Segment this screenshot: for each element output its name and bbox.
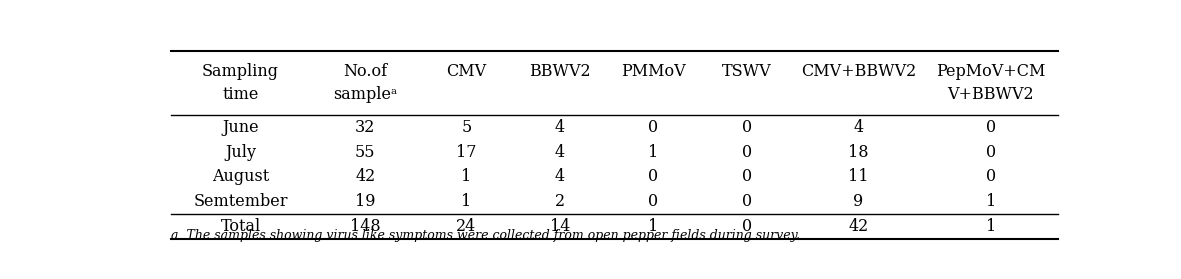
- Text: Sampling: Sampling: [202, 62, 279, 80]
- Text: 1: 1: [986, 193, 996, 210]
- Text: 4: 4: [555, 119, 565, 136]
- Text: 0: 0: [742, 169, 752, 185]
- Text: 0: 0: [648, 193, 659, 210]
- Text: 0: 0: [986, 119, 996, 136]
- Text: 148: 148: [350, 218, 380, 235]
- Text: Total: Total: [221, 218, 261, 235]
- Text: 24: 24: [456, 218, 477, 235]
- Text: 4: 4: [854, 119, 863, 136]
- Text: Semtember: Semtember: [194, 193, 288, 210]
- Text: sampleᵃ: sampleᵃ: [333, 86, 397, 103]
- Text: No.of: No.of: [344, 62, 387, 80]
- Text: 1: 1: [462, 193, 471, 210]
- Text: CMV+BBWV2: CMV+BBWV2: [801, 62, 916, 80]
- Text: 0: 0: [742, 119, 752, 136]
- Text: 32: 32: [355, 119, 376, 136]
- Text: 55: 55: [355, 144, 376, 161]
- Text: 17: 17: [456, 144, 477, 161]
- Text: 1: 1: [648, 218, 659, 235]
- Text: 0: 0: [986, 144, 996, 161]
- Text: TSWV: TSWV: [722, 62, 771, 80]
- Text: 42: 42: [355, 169, 376, 185]
- Text: 2: 2: [555, 193, 565, 210]
- Text: 5: 5: [462, 119, 471, 136]
- Text: 4: 4: [555, 144, 565, 161]
- Text: 14: 14: [549, 218, 570, 235]
- Text: 9: 9: [854, 193, 863, 210]
- Text: August: August: [211, 169, 269, 185]
- Text: V+BBWV2: V+BBWV2: [947, 86, 1035, 103]
- Text: June: June: [222, 119, 259, 136]
- Text: PMMoV: PMMoV: [621, 62, 686, 80]
- Text: 0: 0: [742, 193, 752, 210]
- Text: 42: 42: [848, 218, 868, 235]
- Text: 11: 11: [848, 169, 869, 185]
- Text: 0: 0: [648, 169, 659, 185]
- Text: a  The samples showing virus like symptoms were collected from open pepper field: a The samples showing virus like symptom…: [170, 229, 800, 242]
- Text: July: July: [226, 144, 256, 161]
- Text: 1: 1: [648, 144, 659, 161]
- Text: CMV: CMV: [446, 62, 487, 80]
- Text: 0: 0: [986, 169, 996, 185]
- Text: PepMoV+CM: PepMoV+CM: [937, 62, 1045, 80]
- Text: 19: 19: [355, 193, 376, 210]
- Text: 1: 1: [462, 169, 471, 185]
- Text: 0: 0: [742, 144, 752, 161]
- Text: time: time: [222, 86, 259, 103]
- Text: 18: 18: [848, 144, 869, 161]
- Text: 0: 0: [742, 218, 752, 235]
- Text: 4: 4: [555, 169, 565, 185]
- Text: BBWV2: BBWV2: [529, 62, 590, 80]
- Text: 1: 1: [986, 218, 996, 235]
- Text: 0: 0: [648, 119, 659, 136]
